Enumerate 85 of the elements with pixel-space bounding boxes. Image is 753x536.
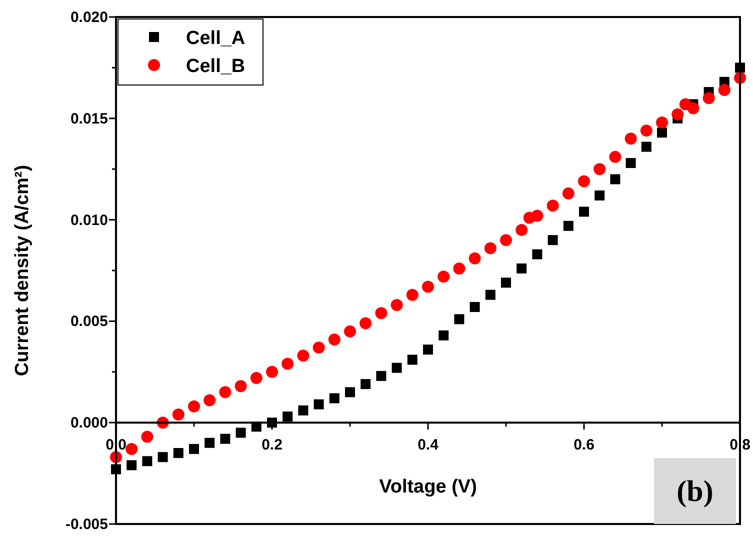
- point: [548, 235, 558, 246]
- point: [407, 354, 418, 365]
- point: [126, 442, 138, 455]
- point: [438, 270, 450, 283]
- point: [546, 200, 559, 212]
- point: [453, 262, 466, 274]
- y-tick-label: 0.015: [70, 110, 108, 128]
- point: [484, 242, 496, 254]
- point: [438, 330, 449, 340]
- point: [297, 350, 310, 362]
- point: [718, 84, 730, 96]
- point: [423, 344, 433, 355]
- legend-label: Cell_A: [186, 28, 246, 49]
- point: [282, 358, 294, 370]
- point: [500, 234, 512, 246]
- point: [594, 163, 606, 176]
- point: [454, 314, 464, 324]
- point: [360, 317, 372, 330]
- point: [204, 438, 215, 448]
- point: [173, 448, 184, 458]
- x-tick-label: 0.2: [262, 436, 282, 454]
- y-tick-label: 0.010: [70, 212, 108, 229]
- point: [234, 380, 247, 392]
- point: [188, 400, 200, 412]
- point: [158, 452, 168, 462]
- y-tick-label: 0.005: [70, 313, 108, 330]
- x-axis-title: Voltage (V): [379, 476, 477, 498]
- point: [142, 456, 152, 466]
- point: [501, 278, 511, 288]
- point: [641, 142, 652, 152]
- point: [314, 399, 324, 410]
- y-tick-label: 0.000: [70, 414, 108, 432]
- point: [610, 174, 620, 184]
- point: [172, 408, 184, 420]
- point: [282, 412, 293, 422]
- point: [422, 280, 434, 293]
- point: [375, 307, 388, 320]
- point: [312, 342, 325, 354]
- y-tick-label: -0.005: [65, 516, 108, 533]
- point: [609, 150, 622, 163]
- point: [516, 263, 527, 274]
- point: [298, 405, 308, 416]
- point: [220, 434, 230, 444]
- point: [687, 102, 700, 114]
- point: [531, 210, 544, 222]
- y-tick-label: 0.020: [70, 9, 108, 26]
- point: [236, 428, 246, 438]
- point: [470, 302, 480, 312]
- point: [328, 333, 340, 346]
- point: [266, 366, 278, 378]
- point: [345, 387, 355, 398]
- point: [656, 116, 668, 128]
- point: [626, 158, 636, 168]
- point: [563, 220, 574, 231]
- point: [485, 290, 496, 300]
- point: [204, 394, 216, 406]
- point: [219, 386, 232, 398]
- point: [657, 128, 667, 138]
- legend-label: Cell_B: [186, 56, 246, 77]
- point: [360, 379, 371, 390]
- point: [640, 124, 652, 137]
- point: [578, 175, 590, 188]
- point: [141, 430, 154, 443]
- point: [468, 252, 481, 264]
- point: [624, 132, 637, 145]
- annotation: (b): [676, 475, 714, 508]
- point: [126, 460, 137, 470]
- point: [579, 206, 589, 217]
- point: [329, 393, 340, 404]
- point: [376, 370, 386, 381]
- point: [392, 362, 402, 373]
- point: [189, 444, 199, 454]
- point: [532, 249, 542, 260]
- x-tick-label: 0.4: [418, 436, 440, 454]
- point: [672, 108, 684, 120]
- point: [594, 190, 605, 200]
- y-axis-title: Current density (A/cm²): [12, 164, 33, 376]
- point: [562, 187, 574, 200]
- x-tick-label: 0.6: [574, 436, 594, 454]
- point: [344, 325, 356, 338]
- point: [516, 224, 528, 236]
- point: [702, 92, 715, 104]
- point: [250, 372, 262, 384]
- point: [406, 288, 418, 301]
- point: [390, 298, 403, 311]
